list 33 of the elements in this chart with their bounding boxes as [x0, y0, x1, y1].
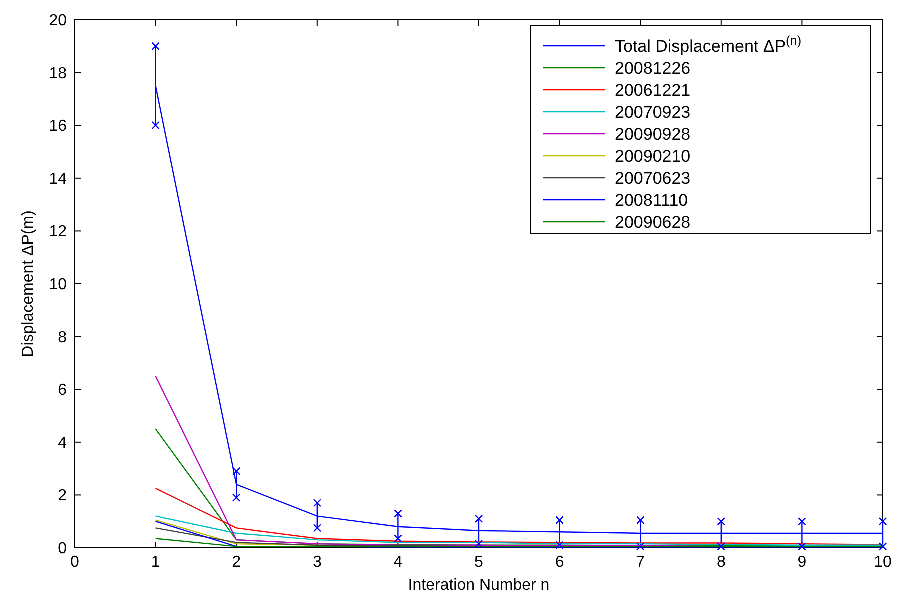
- legend-label: 20061221: [615, 81, 691, 100]
- y-axis-title: Displacement ΔP(m): [20, 210, 37, 358]
- y-tick-label: 2: [58, 488, 68, 505]
- x-tick-label: 4: [394, 554, 403, 571]
- legend-label: 20081110: [615, 191, 688, 210]
- legend-label: 20070923: [615, 103, 691, 122]
- x-tick-label: 8: [716, 554, 726, 571]
- y-tick-label: 10: [49, 276, 68, 294]
- x-tick-label: 3: [312, 554, 322, 571]
- legend-label: 20081226: [615, 59, 691, 78]
- y-tick-label: 8: [58, 329, 68, 346]
- x-tick-label: 0: [70, 554, 80, 571]
- y-tick-label: 20: [49, 12, 68, 30]
- y-tick-label: 4: [58, 434, 68, 452]
- legend-label: 20070623: [615, 169, 691, 188]
- x-tick-label: 1: [151, 554, 160, 571]
- y-tick-label: 6: [58, 382, 68, 400]
- y-tick-label: 14: [49, 170, 68, 188]
- legend-label: 20090210: [615, 147, 691, 166]
- legend-label: 20090628: [615, 213, 691, 232]
- x-tick-label: 7: [636, 554, 646, 571]
- y-tick-label: 18: [49, 65, 68, 82]
- y-tick-label: 16: [49, 118, 68, 136]
- x-tick-label: 5: [474, 554, 484, 571]
- x-axis-title: Interation Number n: [408, 577, 550, 594]
- y-tick-label: 12: [49, 224, 68, 241]
- x-tick-label: 2: [232, 554, 242, 571]
- x-tick-label: 10: [874, 554, 892, 571]
- legend-label: Total Displacement ΔP$^{(n)}$: [615, 32, 802, 56]
- y-tick-label: 0: [58, 540, 68, 558]
- x-tick-label: 9: [798, 554, 807, 571]
- legend-label: 20090928: [615, 125, 691, 144]
- x-tick-label: 6: [555, 554, 564, 571]
